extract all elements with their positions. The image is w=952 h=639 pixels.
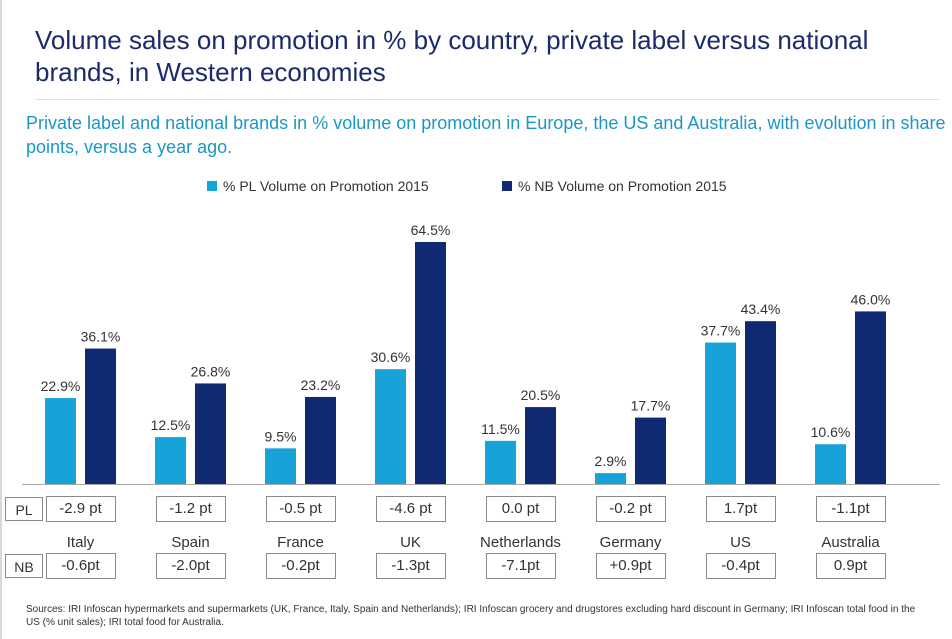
pl-change-uk: -4.6 pt: [375, 496, 446, 522]
data-label-pl-australia: 10.6%: [811, 424, 851, 440]
nb-change-uk: -1.3pt: [375, 553, 446, 579]
pl-change-italy: -2.9 pt: [45, 496, 116, 522]
page-title: Volume sales on promotion in % by countr…: [35, 25, 869, 87]
country-label-australia: Australia: [821, 534, 880, 551]
data-label-pl-netherlands: 11.5%: [481, 421, 520, 437]
chart-subtitle: Private label and national brands in % v…: [26, 113, 946, 157]
legend-swatch-nb: [502, 181, 512, 191]
nb-change-us: -0.4pt: [705, 553, 776, 579]
nb-change-spain: -2.0pt: [155, 553, 226, 579]
bar-nb-uk: [415, 242, 446, 484]
pl-change-australia: -1.1pt: [815, 496, 886, 522]
country-label-spain: Spain: [171, 534, 210, 551]
sources-note: Sources: IRI Infoscan hypermarkets and s…: [26, 604, 916, 628]
bar-pl-uk: [375, 369, 406, 484]
bar-pl-australia: [815, 444, 846, 484]
data-label-nb-italy: 36.1%: [81, 329, 121, 345]
bar-nb-australia: [855, 311, 886, 484]
bar-pl-france: [265, 448, 296, 484]
bar-pl-spain: [155, 437, 186, 484]
country-label-italy: Italy: [66, 534, 95, 551]
chart-legend: % PL Volume on Promotion 2015 % NB Volum…: [0, 178, 952, 198]
data-label-pl-germany: 2.9%: [595, 453, 627, 469]
data-label-pl-italy: 22.9%: [41, 378, 81, 394]
nb-change-france: -0.2pt: [265, 553, 336, 579]
country-label-germany: Germany: [599, 534, 662, 551]
row-label-pl: PL: [5, 497, 43, 521]
data-label-nb-france: 23.2%: [301, 377, 341, 393]
bar-pl-us: [705, 342, 736, 484]
pl-change-france: -0.5 pt: [265, 496, 336, 522]
pl-change-spain: -1.2 pt: [155, 496, 226, 522]
nb-change-germany: +0.9pt: [595, 553, 666, 579]
data-label-nb-germany: 17.7%: [631, 398, 671, 414]
data-label-nb-uk: 64.5%: [411, 222, 451, 238]
nb-change-netherlands: -7.1pt: [485, 553, 556, 579]
country-label-netherlands: Netherlands: [480, 534, 561, 551]
nb-change-australia: 0.9pt: [815, 553, 886, 579]
data-label-nb-us: 43.4%: [741, 301, 781, 317]
data-label-pl-uk: 30.6%: [371, 349, 411, 365]
data-label-nb-australia: 46.0%: [851, 291, 891, 307]
bar-nb-us: [745, 321, 776, 484]
legend-item-pl: % PL Volume on Promotion 2015: [207, 178, 429, 194]
bar-nb-spain: [195, 383, 226, 484]
bar-chart: 22.9% 36.1% 12.5% 26.8% 9.5% 23.2% 30.6% 64.5% 1…: [22, 222, 940, 485]
country-label-france: France: [277, 534, 324, 551]
legend-swatch-pl: [207, 181, 217, 191]
country-label-us: US: [730, 534, 751, 551]
bar-pl-germany: [595, 473, 626, 484]
title-divider: [35, 99, 940, 100]
data-label-nb-spain: 26.8%: [191, 363, 231, 379]
pl-change-netherlands: 0.0 pt: [485, 496, 556, 522]
bar-nb-germany: [635, 417, 666, 484]
legend-label-pl: % PL Volume on Promotion 2015: [223, 178, 429, 194]
data-label-nb-netherlands: 20.5%: [521, 387, 561, 403]
row-label-nb: NB: [5, 554, 43, 578]
bar-pl-netherlands: [485, 440, 516, 484]
legend-item-nb: % NB Volume on Promotion 2015: [502, 178, 727, 194]
pl-change-germany: -0.2 pt: [595, 496, 666, 522]
data-label-pl-us: 37.7%: [701, 323, 741, 339]
legend-label-nb: % NB Volume on Promotion 2015: [518, 178, 727, 194]
pl-change-us: 1.7pt: [705, 496, 776, 522]
country-label-uk: UK: [400, 534, 421, 551]
bar-nb-netherlands: [525, 407, 556, 484]
nb-change-italy: -0.6pt: [45, 553, 116, 579]
bar-nb-italy: [85, 348, 116, 484]
bar-pl-italy: [45, 398, 76, 484]
data-label-pl-france: 9.5%: [265, 428, 297, 444]
left-border: [0, 0, 2, 639]
bar-nb-france: [305, 396, 336, 484]
data-label-pl-spain: 12.5%: [151, 417, 191, 433]
